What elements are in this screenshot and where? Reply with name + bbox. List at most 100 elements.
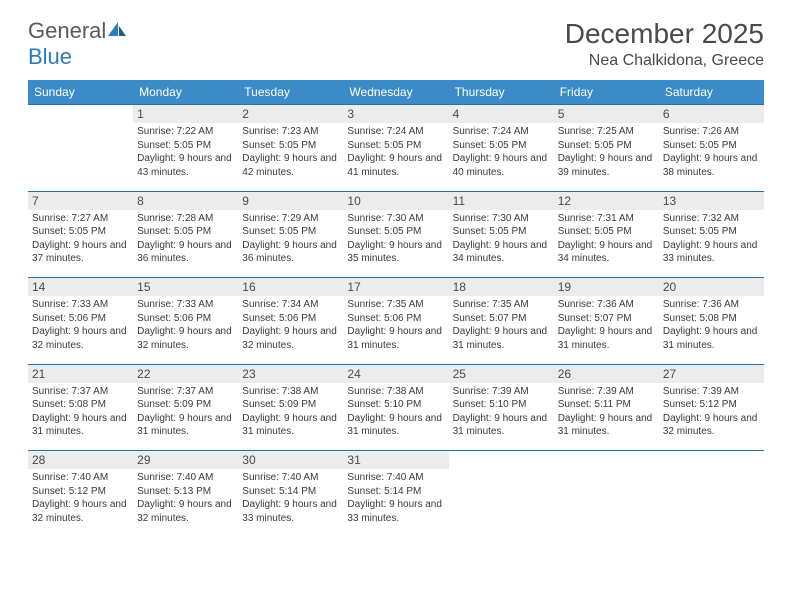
sunset-line: Sunset: 5:14 PM: [242, 485, 339, 499]
day-cell: Sunrise: 7:33 AMSunset: 5:06 PMDaylight:…: [133, 296, 238, 364]
day-number: 18: [449, 278, 554, 296]
daylight-line: Daylight: 9 hours and 32 minutes.: [137, 325, 234, 352]
day-number: 8: [133, 192, 238, 210]
title-block: December 2025 Nea Chalkidona, Greece: [565, 18, 764, 70]
daylight-line: Daylight: 9 hours and 31 minutes.: [32, 412, 129, 439]
day-details: Sunrise: 7:33 AMSunset: 5:06 PMDaylight:…: [133, 296, 238, 356]
sunset-line: Sunset: 5:09 PM: [137, 398, 234, 412]
day-details: Sunrise: 7:29 AMSunset: 5:05 PMDaylight:…: [238, 210, 343, 270]
sunrise-line: Sunrise: 7:40 AM: [137, 471, 234, 485]
day-details: Sunrise: 7:24 AMSunset: 5:05 PMDaylight:…: [343, 123, 448, 183]
sunrise-line: Sunrise: 7:38 AM: [347, 385, 444, 399]
daynum-cell: 21: [28, 364, 133, 383]
sunrise-line: Sunrise: 7:26 AM: [663, 125, 760, 139]
day-details: Sunrise: 7:36 AMSunset: 5:07 PMDaylight:…: [554, 296, 659, 356]
day-details: Sunrise: 7:37 AMSunset: 5:08 PMDaylight:…: [28, 383, 133, 443]
day-cell: Sunrise: 7:39 AMSunset: 5:12 PMDaylight:…: [659, 383, 764, 451]
day-number: 15: [133, 278, 238, 296]
daynum-row: 14151617181920: [28, 278, 764, 297]
day-cell: Sunrise: 7:40 AMSunset: 5:14 PMDaylight:…: [238, 469, 343, 537]
sunrise-line: Sunrise: 7:24 AM: [347, 125, 444, 139]
day-details: Sunrise: 7:24 AMSunset: 5:05 PMDaylight:…: [449, 123, 554, 183]
week-body-row: Sunrise: 7:33 AM Sunset: 5:06 PM Daylight:…: [28, 296, 764, 364]
daynum-row: 28293031: [28, 451, 764, 470]
day-details: Sunrise: 7:33 AMSunset: 5:06 PMDaylight:…: [28, 296, 133, 356]
sunrise-line: Sunrise: 7:33 AM: [137, 298, 234, 312]
col-saturday: Saturday: [659, 80, 764, 105]
sunrise-line: Sunrise: 7:33 AM: [32, 298, 129, 312]
daylight-line: Daylight: 9 hours and 38 minutes.: [663, 152, 760, 179]
sunset-line: Sunset: 5:11 PM: [558, 398, 655, 412]
sunrise-line: Sunrise: 7:35 AM: [347, 298, 444, 312]
daynum-cell: 14: [28, 278, 133, 297]
day-number: 2: [238, 105, 343, 123]
sunset-line: Sunset: 5:08 PM: [663, 312, 760, 326]
day-details: Sunrise: 7:37 AMSunset: 5:09 PMDaylight:…: [133, 383, 238, 443]
sunset-line: Sunset: 5:06 PM: [242, 312, 339, 326]
day-cell: Sunrise: 7:36 AMSunset: 5:08 PMDaylight:…: [659, 296, 764, 364]
day-number: 17: [343, 278, 448, 296]
week-body-row: Sunrise: 7:27 AMSunset: 5:05 PMDaylight:…: [28, 210, 764, 278]
day-cell: [28, 123, 133, 191]
day-details: Sunrise: 7:40 AMSunset: 5:12 PMDaylight:…: [28, 469, 133, 529]
day-cell: [659, 469, 764, 537]
day-cell: Sunrise: 7:35 AMSunset: 5:07 PMDaylight:…: [449, 296, 554, 364]
daylight-line: Daylight: 9 hours and 31 minutes.: [558, 412, 655, 439]
day-number: 23: [238, 365, 343, 383]
day-cell: Sunrise: 7:40 AMSunset: 5:12 PMDaylight:…: [28, 469, 133, 537]
daylight-line: Daylight: 9 hours and 31 minutes.: [558, 325, 655, 352]
calendar-table: Sunday Monday Tuesday Wednesday Thursday…: [28, 80, 764, 537]
day-header-row: Sunday Monday Tuesday Wednesday Thursday…: [28, 80, 764, 105]
day-cell: Sunrise: 7:28 AMSunset: 5:05 PMDaylight:…: [133, 210, 238, 278]
week-body-row: Sunrise: 7:22 AMSunset: 5:05 PMDaylight:…: [28, 123, 764, 191]
daylight-line: Daylight: 9 hours and 34 minutes.: [453, 239, 550, 266]
sunset-line: Sunset: 5:07 PM: [558, 312, 655, 326]
day-details: Sunrise: 7:40 AMSunset: 5:13 PMDaylight:…: [133, 469, 238, 529]
day-details: Sunrise: 7:39 AMSunset: 5:11 PMDaylight:…: [554, 383, 659, 443]
daynum-cell: 24: [343, 364, 448, 383]
location: Nea Chalkidona, Greece: [565, 52, 764, 70]
daylight-line: Daylight: 9 hours and 32 minutes.: [663, 412, 760, 439]
logo-text: GeneralBlue: [28, 18, 128, 70]
sunset-line: Sunset: 5:05 PM: [558, 225, 655, 239]
daynum-cell: 7: [28, 191, 133, 210]
logo-part2: Blue: [28, 44, 72, 69]
sail-icon: [106, 18, 128, 36]
daylight-line: Daylight: 9 hours and 32 minutes.: [32, 498, 129, 525]
sunset-line: Sunset: 5:07 PM: [453, 312, 550, 326]
day-number: 14: [28, 278, 133, 296]
daynum-cell: 31: [343, 451, 448, 470]
daylight-line: Daylight: 9 hours and 39 minutes.: [558, 152, 655, 179]
day-cell: Sunrise: 7:23 AMSunset: 5:05 PMDaylight:…: [238, 123, 343, 191]
sunset-line: Sunset: 5:09 PM: [242, 398, 339, 412]
sunrise-line: Sunrise: 7:23 AM: [242, 125, 339, 139]
daynum-cell: 13: [659, 191, 764, 210]
day-cell: Sunrise: 7:39 AMSunset: 5:11 PMDaylight:…: [554, 383, 659, 451]
day-number: 25: [449, 365, 554, 383]
sunset-line: Sunset: 5:05 PM: [453, 225, 550, 239]
sunrise-line: Sunrise: 7:32 AM: [663, 212, 760, 226]
sunset-line: Sunset: 5:05 PM: [137, 139, 234, 153]
sunrise-line: Sunrise: 7:29 AM: [242, 212, 339, 226]
daynum-cell: 23: [238, 364, 343, 383]
daylight-line: Daylight: 9 hours and 37 minutes.: [32, 239, 129, 266]
day-details: Sunrise: 7:27 AMSunset: 5:05 PMDaylight:…: [28, 210, 133, 270]
day-number: 26: [554, 365, 659, 383]
daylight-line: Daylight: 9 hours and 41 minutes.: [347, 152, 444, 179]
day-cell: Sunrise: 7:33 AMSunset: 5:06 PMDaylight:…: [28, 296, 133, 364]
col-sunday: Sunday: [28, 80, 133, 105]
day-number: 21: [28, 365, 133, 383]
daynum-cell: [449, 451, 554, 470]
daynum-cell: 17: [343, 278, 448, 297]
daynum-cell: 6: [659, 105, 764, 124]
day-cell: Sunrise: 7:26 AMSunset: 5:05 PMDaylight:…: [659, 123, 764, 191]
sunset-line: Sunset: 5:13 PM: [137, 485, 234, 499]
day-number: 27: [659, 365, 764, 383]
header: GeneralBlue December 2025 Nea Chalkidona…: [28, 18, 764, 70]
day-details: Sunrise: 7:23 AMSunset: 5:05 PMDaylight:…: [238, 123, 343, 183]
daynum-cell: 2: [238, 105, 343, 124]
sunset-line: Sunset: 5:05 PM: [242, 225, 339, 239]
day-details: Sunrise: 7:38 AMSunset: 5:10 PMDaylight:…: [343, 383, 448, 443]
day-details: Sunrise: 7:32 AMSunset: 5:05 PMDaylight:…: [659, 210, 764, 270]
day-details: Sunrise: 7:40 AMSunset: 5:14 PMDaylight:…: [238, 469, 343, 529]
